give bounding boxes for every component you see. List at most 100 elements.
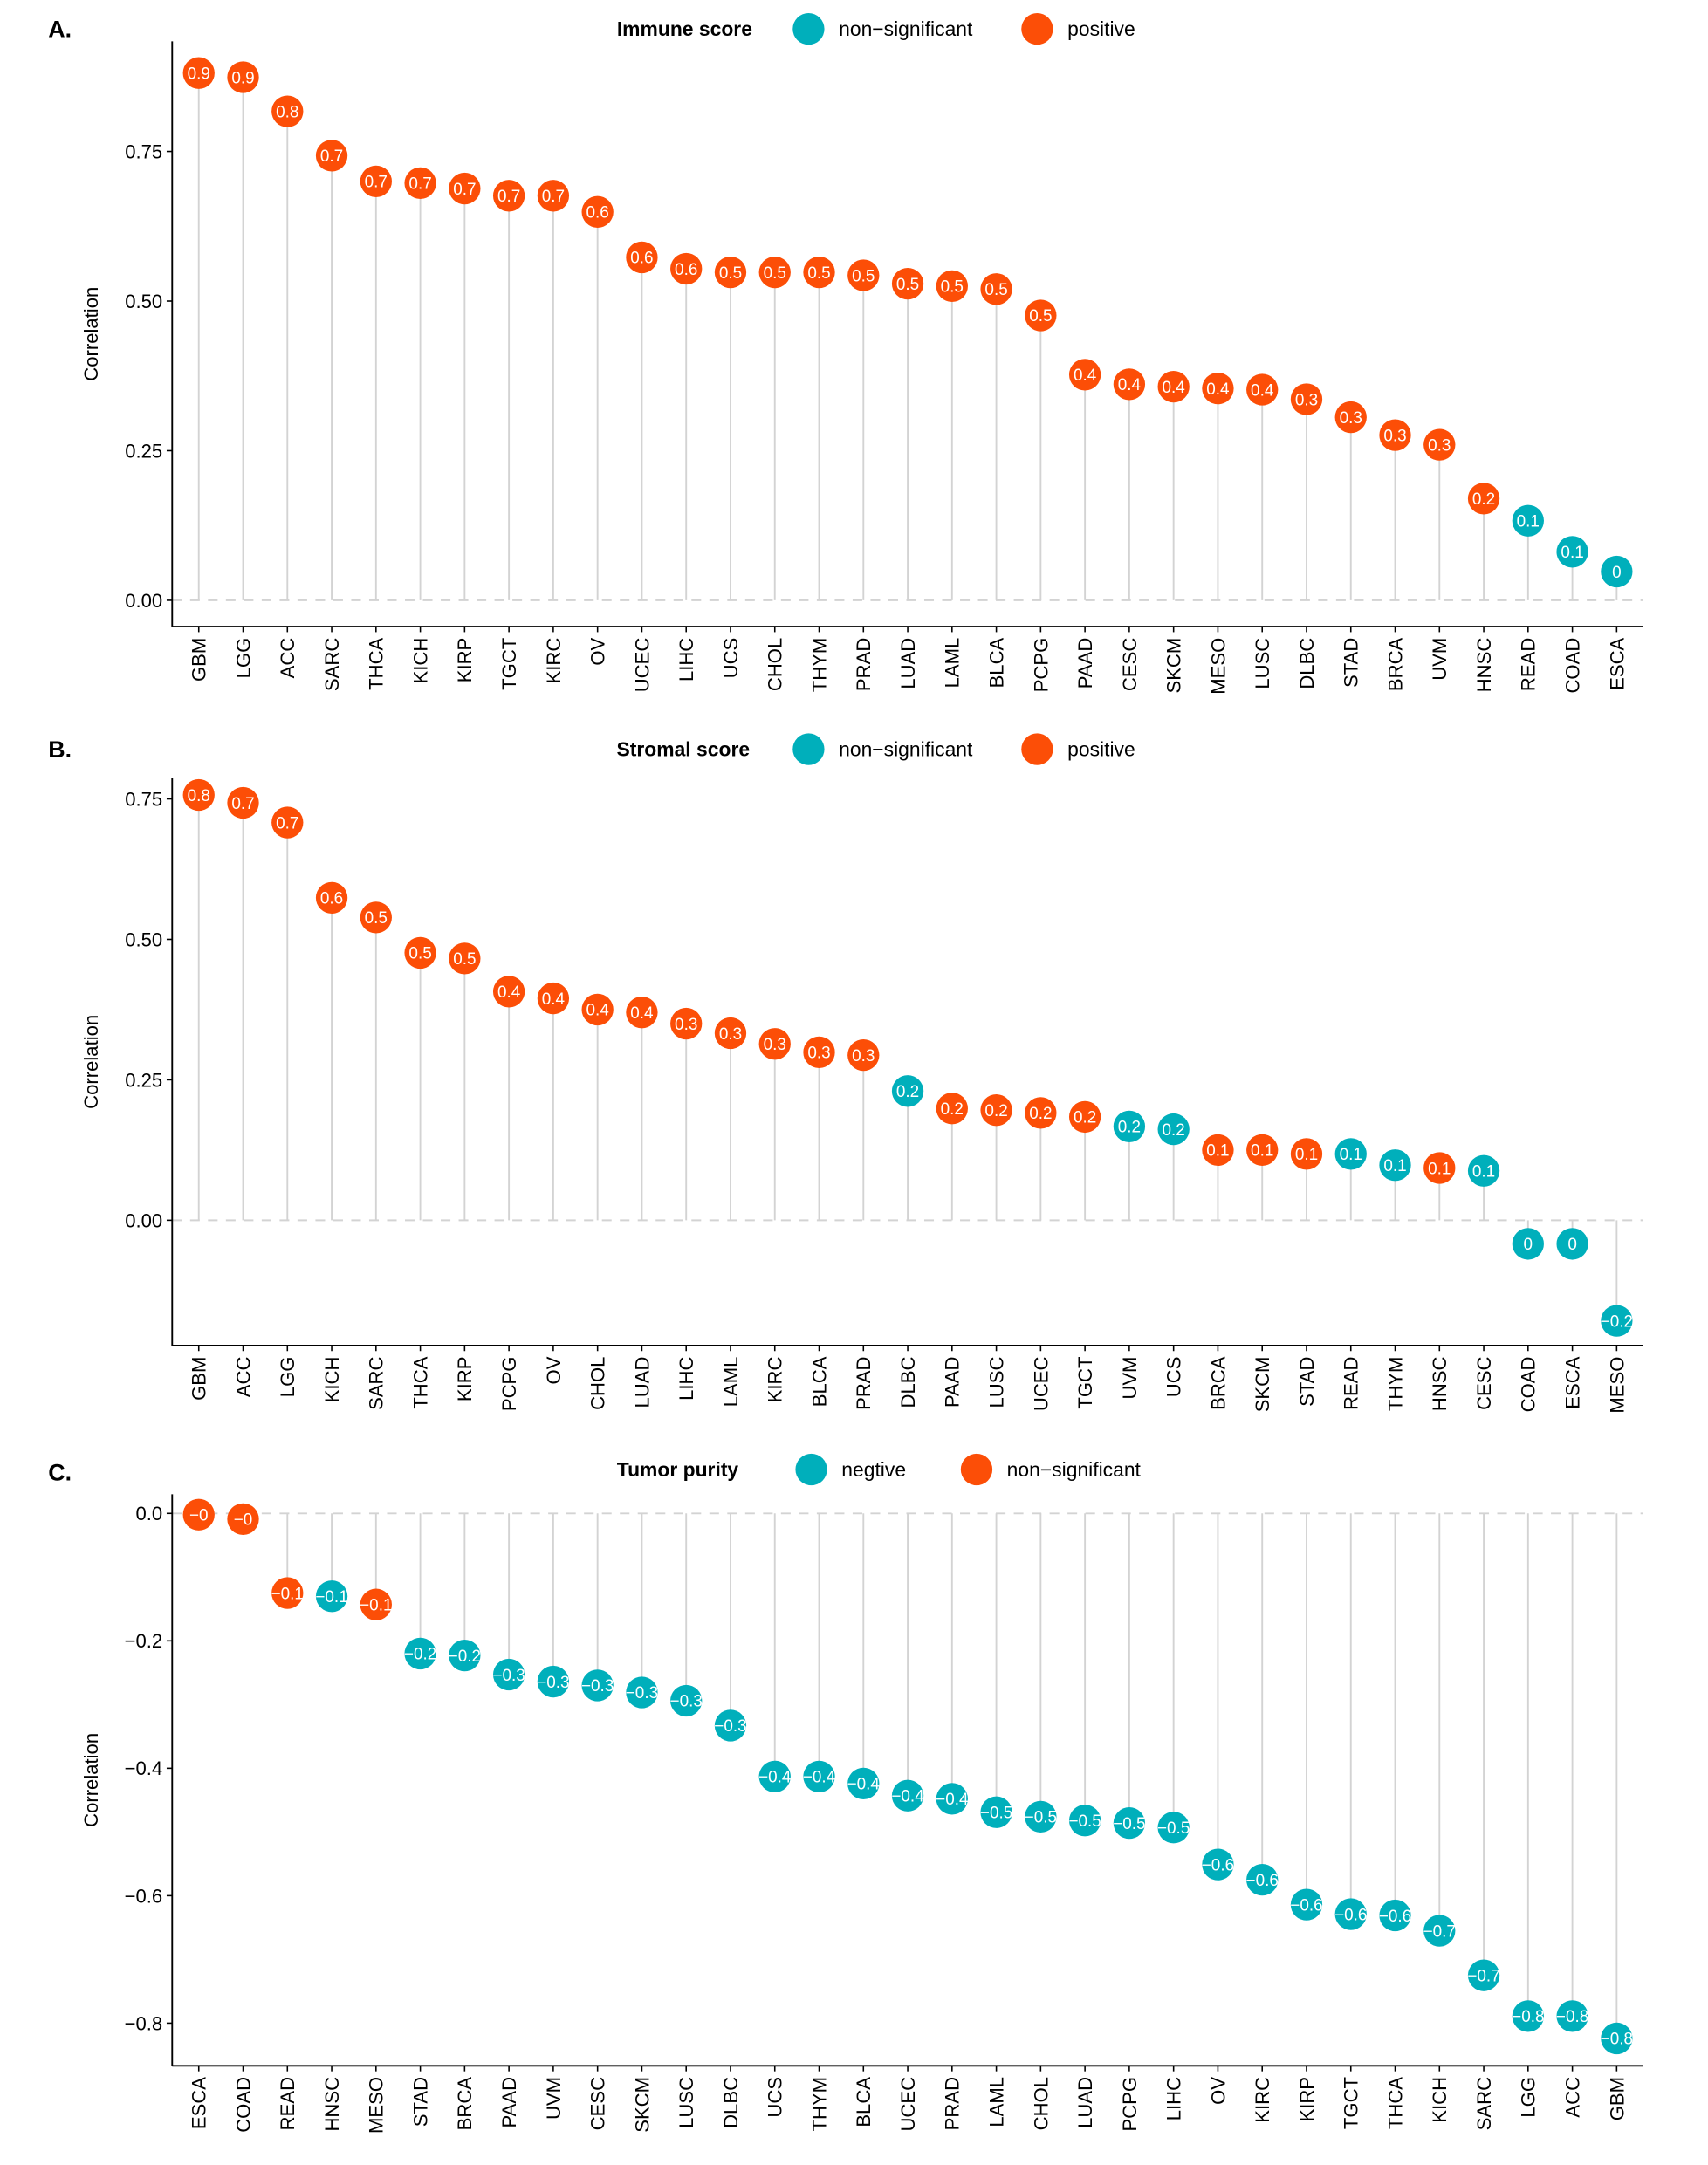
data-label: −0.2 [1601,1312,1633,1331]
x-tick-label: COAD [232,2077,254,2133]
data-label: −0.4 [891,1788,923,1806]
point-kirc [758,1028,791,1060]
x-tick-label: LGG [1518,2077,1540,2118]
point-sarc [360,901,392,934]
x-tick-label: HNSC [321,2077,343,2132]
data-label: −0.5 [980,1805,1012,1823]
point-ov [581,195,614,228]
x-tick-label: CESC [587,2077,609,2130]
data-label: −0.3 [581,1677,614,1696]
x-tick-label: UCS [720,638,742,679]
point-stad [404,1637,436,1670]
data-label: −0.4 [847,1776,880,1794]
x-tick-label: LUAD [631,1357,653,1408]
x-tick-label: SARC [321,638,343,691]
point-meso [360,1588,392,1620]
point-pcpg [1113,1807,1146,1840]
data-label: 0.1 [1472,1163,1495,1182]
point-acc [227,786,259,819]
x-tick-label: STAD [1296,1357,1318,1407]
point-esca [1556,1228,1588,1260]
x-tick-label: MESO [1606,1357,1628,1414]
x-tick-label: PAAD [1074,638,1096,689]
point-ov [537,982,570,1015]
data-label: −0.6 [1202,1856,1234,1874]
x-tick-label: KIRC [543,638,565,684]
data-label: 0.2 [941,1100,964,1119]
x-tick-label: COAD [1518,1357,1540,1413]
point-skcm [1246,1134,1279,1167]
x-tick-label: THCA [409,1356,431,1408]
point-thym [1379,1149,1411,1182]
x-tick-label: ACC [232,1357,254,1398]
x-tick-label: SARC [366,1357,388,1410]
data-label: 0.7 [542,188,565,206]
y-tick-label: −0.6 [125,1885,163,1907]
data-label: 0.7 [276,814,298,832]
y-tick-label: 0.00 [125,1209,162,1231]
data-label: 0.5 [896,276,919,294]
point-cesc [1113,368,1146,401]
point-ucs [714,256,747,289]
data-label: 0.5 [365,909,388,928]
x-tick-label: ESCA [1561,1356,1583,1408]
point-dlbc [1290,383,1323,415]
x-tick-label: OV [1207,2077,1229,2105]
data-label: 0.3 [1428,436,1451,455]
data-label: 0.1 [1340,1146,1362,1164]
data-label: 0.2 [984,1102,1007,1120]
x-tick-label: PCPG [1030,638,1052,693]
x-tick-label: THYM [808,638,830,693]
point-prad [847,259,880,291]
data-label: −0.6 [1334,1906,1367,1924]
x-tick-label: SKCM [631,2077,653,2133]
data-label: −0.8 [1556,2008,1588,2026]
legend-label: positive [1067,737,1135,760]
point-gbm [1601,2022,1633,2055]
point-pcpg [492,976,525,1008]
data-label: 0.5 [984,281,1007,299]
data-label: −0.5 [1113,1815,1145,1833]
data-label: 0.2 [896,1083,919,1101]
data-label: 0.9 [231,69,254,87]
point-kirp [1290,1888,1323,1921]
point-chol [758,256,791,289]
data-label: −0.2 [404,1646,436,1664]
data-label: −0.8 [1601,2031,1633,2049]
point-acc [1556,2000,1588,2032]
data-label: 0.2 [1118,1119,1141,1137]
data-label: 0.4 [542,990,565,1009]
data-label: 0.5 [807,264,830,283]
point-laml [936,270,968,303]
legend-label: non−significant [839,17,973,40]
data-label: −0.5 [1025,1809,1057,1827]
x-tick-label: LAML [720,1357,742,1408]
point-lgg [271,806,304,839]
point-thca [404,936,436,969]
legend-title: Immune score [617,17,752,40]
data-label: −0.6 [1290,1896,1322,1915]
data-label: 0.7 [320,147,343,166]
point-brca [1379,419,1411,451]
point-lusc [1246,373,1279,406]
x-tick-label: SARC [1473,2077,1495,2130]
point-kirp [449,942,481,975]
x-tick-label: BLCA [853,2077,875,2127]
x-tick-label: KICH [1429,2077,1451,2123]
data-label: 0 [1524,1236,1533,1254]
x-tick-label: CHOL [1030,2077,1052,2130]
x-tick-label: LUSC [676,2077,697,2128]
point-blca [847,1767,880,1800]
x-tick-label: DLBC [720,2077,742,2128]
point-kich [315,881,348,914]
data-label: 0.1 [1295,1146,1318,1164]
x-tick-label: COAD [1561,638,1583,694]
data-label: −0.6 [1246,1872,1279,1890]
point-laml [714,1017,747,1050]
point-ucec [626,241,658,274]
data-label: 0.4 [1251,381,1273,400]
point-gbm [182,778,215,812]
data-label: 0.7 [497,188,520,206]
data-label: −0.5 [1157,1819,1190,1838]
point-kich [404,167,436,200]
